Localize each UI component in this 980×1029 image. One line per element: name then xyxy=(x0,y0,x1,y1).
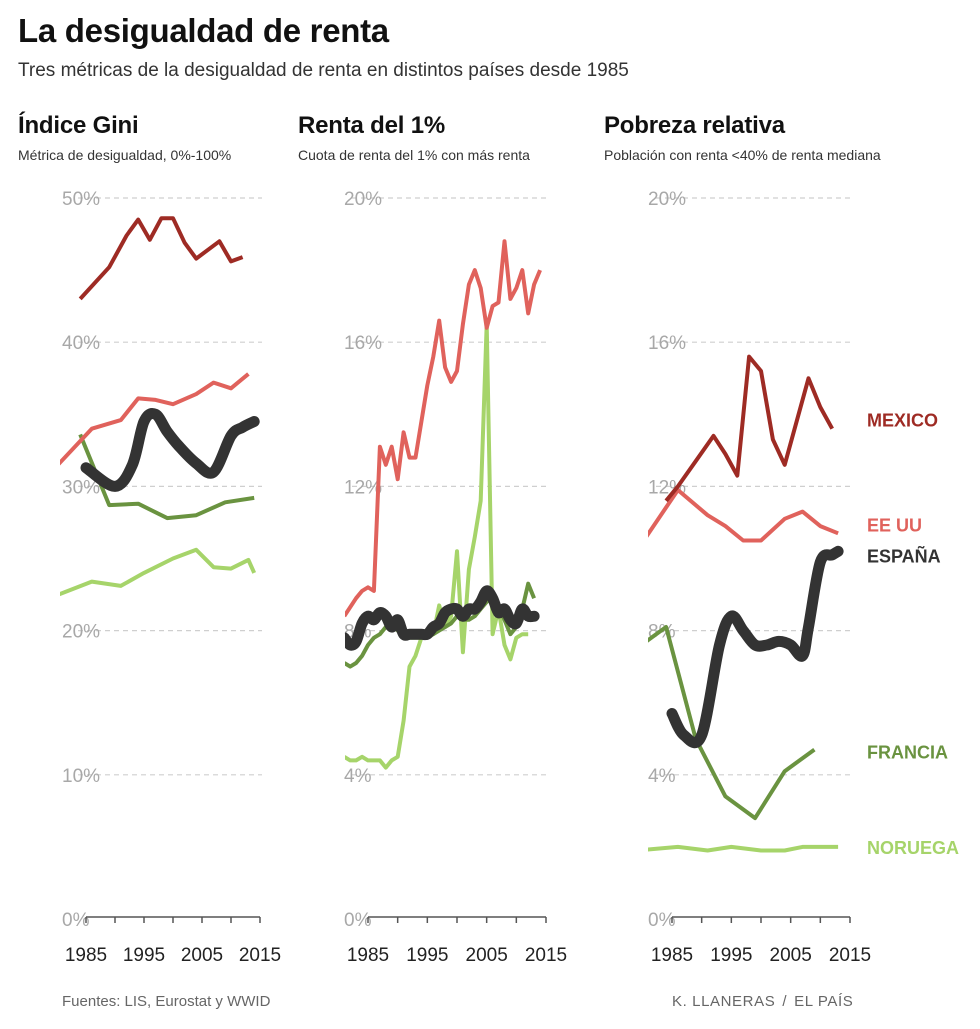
series-group xyxy=(648,354,844,853)
x-tick-label: 1985 xyxy=(347,945,389,966)
x-tick-label: 1985 xyxy=(651,945,693,966)
series-line-francia xyxy=(78,433,255,521)
series-line-francia xyxy=(648,625,816,821)
x-tick-label: 2015 xyxy=(239,945,281,966)
x-tick-label: 2005 xyxy=(466,945,508,966)
series-line-espana xyxy=(345,585,540,651)
series-line-noruega xyxy=(648,844,839,853)
y-tick-label: 40% xyxy=(62,333,100,354)
y-tick-label: 16% xyxy=(648,333,686,354)
panel-gini-title: Índice Gini xyxy=(18,112,139,139)
y-tick-label: 4% xyxy=(648,766,676,787)
series-line-espana xyxy=(80,408,260,492)
series-line-ee-uu xyxy=(648,488,839,543)
series-group xyxy=(345,239,542,770)
y-tick-label: 50% xyxy=(62,189,100,210)
x-tick-label: 1995 xyxy=(406,945,448,966)
series-line-mexico xyxy=(664,354,834,503)
author-credit: K. LLANERAS xyxy=(672,993,776,1010)
series-line-ee-uu xyxy=(345,239,542,618)
panel-gini-subtitle: Métrica de desigualdad, 0%-100% xyxy=(18,147,232,163)
legend-label-ee-uu: EE UU xyxy=(867,515,922,535)
panel-poverty-title: Pobreza relativa xyxy=(604,112,785,139)
panel-top1-subtitle: Cuota de renta del 1% con más renta xyxy=(298,147,530,163)
y-tick-label: 4% xyxy=(344,766,372,787)
chart-subtitle: Tres métricas de la desigualdad de renta… xyxy=(18,60,629,81)
y-tick-label: 0% xyxy=(344,910,372,931)
series-line-noruega xyxy=(345,322,529,770)
x-tick-label: 2015 xyxy=(525,945,567,966)
x-tick-label: 2005 xyxy=(181,945,223,966)
y-tick-label: 0% xyxy=(648,910,676,931)
y-tick-label: 30% xyxy=(62,477,100,498)
series-group xyxy=(60,216,260,597)
y-tick-label: 0% xyxy=(62,910,90,931)
legend-label-noruega: NORUEGA xyxy=(867,838,959,858)
x-tick-label: 1995 xyxy=(710,945,752,966)
source-note: Fuentes: LIS, Eurostat y WWID xyxy=(62,993,271,1010)
chart-title: La desigualdad de renta xyxy=(18,12,389,49)
legend-label-mexico: MEXICO xyxy=(867,411,938,431)
series-line-mexico xyxy=(78,216,244,301)
legend-label-espana: ESPAÑA xyxy=(867,545,941,566)
y-tick-label: 20% xyxy=(648,189,686,210)
y-tick-label: 20% xyxy=(344,189,382,210)
y-tick-label: 16% xyxy=(344,333,382,354)
outlet-credit: EL PAÍS xyxy=(794,993,854,1010)
y-tick-label: 10% xyxy=(62,766,100,787)
series-line-ee-uu xyxy=(60,372,250,466)
y-tick-label: 20% xyxy=(62,622,100,643)
x-tick-label: 1985 xyxy=(65,945,107,966)
legend-label-francia: FRANCIA xyxy=(867,743,948,763)
credit: K. LLANERAS / EL PAÍS xyxy=(672,993,853,1010)
series-line-noruega xyxy=(60,547,257,597)
x-tick-label: 1995 xyxy=(123,945,165,966)
series-line-espana xyxy=(666,545,844,749)
y-tick-label: 12% xyxy=(344,477,382,498)
x-tick-label: 2015 xyxy=(829,945,871,966)
credit-separator: / xyxy=(782,993,788,1010)
x-tick-label: 2005 xyxy=(770,945,812,966)
panel-poverty-subtitle: Población con renta <40% de renta median… xyxy=(604,147,881,163)
panel-top1-title: Renta del 1% xyxy=(298,112,445,139)
